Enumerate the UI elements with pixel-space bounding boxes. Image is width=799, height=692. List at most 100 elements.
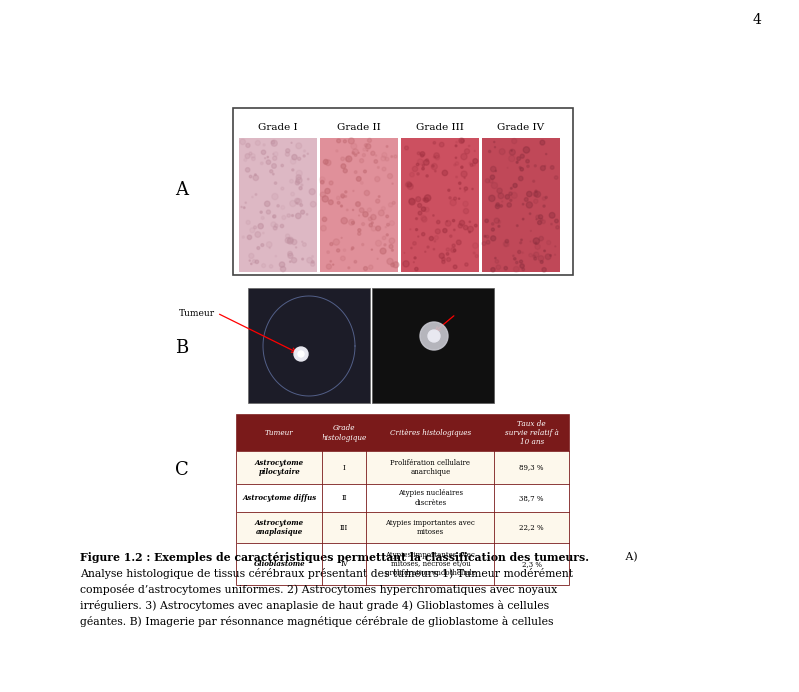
Circle shape (376, 240, 381, 246)
Bar (248, 288, 370, 403)
Circle shape (486, 240, 490, 244)
Circle shape (534, 257, 537, 260)
Circle shape (320, 226, 326, 231)
Circle shape (447, 257, 451, 262)
Circle shape (403, 261, 409, 267)
Circle shape (273, 226, 277, 230)
Circle shape (244, 158, 247, 161)
Circle shape (433, 156, 435, 158)
Circle shape (439, 253, 444, 258)
Circle shape (348, 267, 350, 268)
Circle shape (312, 261, 314, 263)
Circle shape (500, 205, 503, 207)
Circle shape (260, 211, 262, 213)
Circle shape (340, 205, 343, 207)
Circle shape (520, 264, 524, 268)
Circle shape (421, 215, 426, 221)
Circle shape (539, 237, 543, 241)
Circle shape (352, 152, 355, 154)
Circle shape (455, 176, 458, 178)
Circle shape (379, 210, 384, 216)
Circle shape (535, 165, 536, 167)
Circle shape (428, 330, 440, 342)
Circle shape (427, 246, 429, 248)
Circle shape (360, 208, 364, 212)
Circle shape (435, 236, 439, 240)
Circle shape (353, 190, 354, 192)
Text: irréguliers. 3) Astrocytomes avec anaplasie de haut grade 4) Glioblastomes à cel: irréguliers. 3) Astrocytomes avec anapla… (80, 600, 549, 611)
Circle shape (519, 242, 522, 244)
Bar (401, 138, 479, 272)
Circle shape (393, 262, 399, 268)
Text: Figure 1.2 : Exemples de caractéristiques permettant la classification des tumeu: Figure 1.2 : Exemples de caractéristique… (80, 552, 589, 563)
Circle shape (385, 157, 389, 161)
Circle shape (377, 258, 378, 260)
Circle shape (348, 138, 354, 144)
Circle shape (435, 155, 439, 160)
Circle shape (288, 251, 292, 256)
Circle shape (343, 197, 344, 198)
Text: Taux de
survie relatif à
10 ans: Taux de survie relatif à 10 ans (505, 420, 559, 446)
Circle shape (270, 170, 272, 173)
Text: Grade II: Grade II (337, 123, 381, 132)
Circle shape (249, 260, 250, 261)
Circle shape (484, 235, 486, 237)
Circle shape (495, 204, 499, 209)
Circle shape (391, 263, 395, 267)
Circle shape (330, 242, 333, 246)
Circle shape (275, 255, 276, 257)
Circle shape (271, 140, 277, 146)
Circle shape (274, 224, 278, 228)
Circle shape (536, 215, 540, 219)
Circle shape (472, 163, 475, 166)
Circle shape (308, 179, 309, 180)
Circle shape (384, 244, 386, 246)
Circle shape (439, 143, 444, 147)
Circle shape (489, 195, 495, 201)
Circle shape (272, 216, 275, 218)
Circle shape (364, 170, 367, 173)
Circle shape (289, 261, 291, 262)
Circle shape (470, 163, 473, 167)
Circle shape (491, 166, 496, 172)
Circle shape (418, 203, 422, 208)
Circle shape (513, 183, 517, 188)
Circle shape (472, 243, 478, 248)
Text: C: C (175, 461, 189, 479)
Circle shape (542, 268, 547, 272)
Circle shape (424, 207, 429, 212)
Circle shape (517, 157, 520, 161)
Circle shape (425, 251, 426, 253)
Circle shape (286, 149, 290, 153)
Circle shape (409, 198, 415, 203)
Text: Tumeur: Tumeur (179, 309, 215, 318)
Circle shape (292, 239, 297, 245)
Circle shape (502, 201, 503, 202)
Circle shape (292, 215, 293, 217)
Circle shape (455, 162, 459, 165)
Circle shape (368, 138, 372, 143)
Circle shape (413, 242, 416, 245)
Circle shape (281, 187, 284, 190)
Circle shape (442, 260, 445, 264)
Circle shape (322, 196, 328, 202)
Circle shape (511, 138, 517, 144)
Circle shape (351, 249, 352, 251)
Circle shape (414, 257, 416, 259)
Circle shape (434, 153, 439, 158)
Circle shape (407, 183, 413, 190)
Circle shape (464, 187, 467, 190)
Circle shape (306, 214, 308, 215)
Circle shape (464, 191, 466, 192)
Circle shape (446, 253, 449, 255)
Circle shape (333, 239, 340, 245)
Circle shape (520, 154, 524, 158)
Circle shape (252, 260, 256, 263)
Circle shape (345, 157, 349, 161)
Circle shape (341, 157, 344, 161)
Circle shape (533, 180, 535, 182)
Circle shape (290, 179, 293, 183)
Circle shape (533, 255, 535, 257)
Circle shape (433, 215, 434, 216)
Circle shape (257, 246, 260, 250)
